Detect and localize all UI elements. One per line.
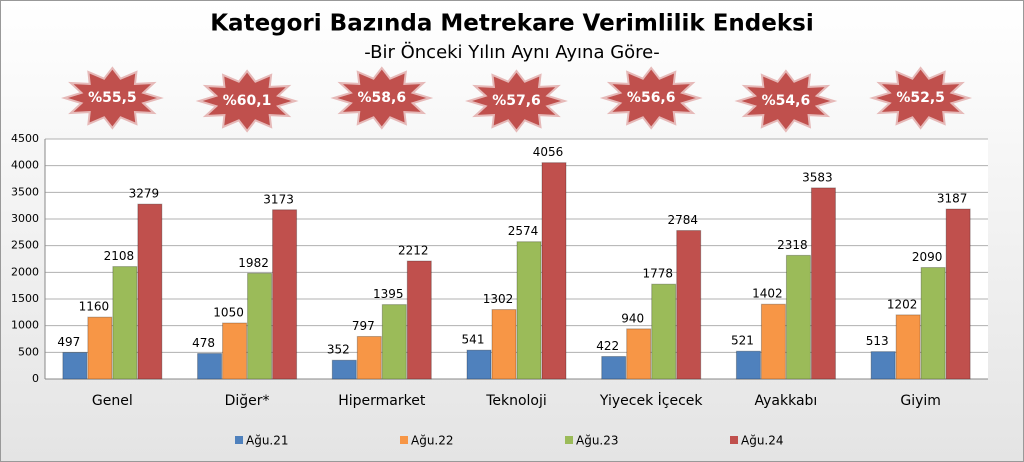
value-label: 2574 (508, 224, 539, 238)
value-label: 2212 (398, 244, 429, 258)
x-tick-label: Hipermarket (338, 393, 426, 409)
bar (810, 187, 836, 380)
x-tick-label: Yiyecek İçecek (599, 391, 703, 409)
bar (895, 314, 921, 380)
legend-swatch (235, 436, 243, 444)
value-label: 521 (731, 334, 754, 348)
bar (920, 267, 946, 380)
bar (406, 260, 432, 380)
bar (541, 162, 567, 380)
bar (381, 304, 407, 380)
annotation-star (465, 69, 568, 133)
legend-label: Ağu.24 (741, 434, 784, 448)
bar (735, 350, 761, 380)
value-label: 352 (327, 343, 350, 357)
annotation: %57,6 (492, 93, 541, 109)
x-tick-label: Giyim (900, 393, 941, 409)
y-tick-label: 2000 (11, 265, 39, 278)
value-label: 3279 (129, 187, 160, 201)
value-label: 497 (57, 335, 80, 349)
bar (516, 241, 542, 380)
y-tick-label: 3000 (11, 212, 39, 225)
x-tick-label: Diğer* (225, 393, 270, 409)
value-label: 940 (621, 311, 644, 325)
bar (356, 335, 382, 380)
bar (62, 351, 88, 380)
value-label: 1778 (642, 267, 673, 281)
bar (197, 353, 223, 380)
value-label: 422 (596, 339, 619, 353)
bar (137, 203, 163, 380)
value-label: 1402 (752, 287, 783, 301)
bar (601, 355, 627, 380)
legend-swatch (565, 436, 573, 444)
value-label: 2318 (777, 238, 808, 252)
value-label: 3187 (937, 192, 968, 206)
y-tick-label: 2500 (11, 239, 39, 252)
annotation: %52,5 (896, 90, 945, 106)
value-label: 2784 (667, 213, 698, 227)
bar (331, 359, 357, 380)
bar (87, 316, 113, 380)
x-tick-label: Teknoloji (485, 393, 547, 409)
bar (870, 351, 896, 380)
y-tick-label: 1000 (11, 319, 39, 332)
annotation: %54,6 (762, 93, 811, 109)
legend-swatch (730, 436, 738, 444)
legend-label: Ağu.23 (576, 434, 619, 448)
bar (247, 272, 273, 380)
x-tick-label: Ayakkabı (755, 393, 818, 409)
value-label: 1160 (79, 300, 110, 314)
value-label: 1395 (373, 287, 404, 301)
bar (466, 349, 492, 380)
bar (785, 254, 811, 380)
annotation-star (734, 69, 838, 133)
value-label: 513 (866, 334, 889, 348)
value-label: 2090 (912, 250, 943, 264)
annotation-star (195, 69, 299, 133)
value-label: 478 (192, 336, 215, 350)
bar (112, 266, 138, 380)
chart-title: Kategori Bazında Metrekare Verimlilik En… (210, 11, 814, 37)
annotation: %55,5 (88, 90, 137, 106)
value-label: 1982 (238, 256, 269, 270)
bar (945, 208, 971, 380)
annotation-star (60, 66, 164, 130)
annotation-star (869, 66, 973, 130)
legend-label: Ağu.21 (246, 434, 289, 448)
value-label: 4056 (533, 145, 564, 159)
legend-label: Ağu.22 (411, 434, 454, 448)
bar (222, 322, 248, 380)
annotation: %58,6 (357, 90, 406, 106)
y-tick-label: 0 (32, 372, 39, 385)
x-tick-label: Genel (92, 393, 133, 409)
annotation: %60,1 (223, 93, 272, 109)
value-label: 2108 (104, 249, 135, 263)
value-label: 797 (352, 319, 375, 333)
y-tick-label: 3500 (11, 185, 39, 198)
bar (760, 303, 786, 380)
chart-subtitle: -Bir Önceki Yılın Aynı Ayına Göre- (364, 41, 659, 63)
y-tick-label: 4000 (11, 159, 39, 172)
bar (491, 309, 517, 380)
bar (626, 328, 652, 380)
y-tick-label: 1500 (11, 292, 39, 305)
bar (651, 283, 677, 380)
value-label: 541 (462, 333, 485, 347)
value-label: 3173 (263, 192, 294, 206)
bar (272, 209, 298, 380)
value-label: 3583 (802, 170, 833, 184)
y-tick-label: 500 (18, 345, 39, 358)
annotation-star (330, 66, 434, 130)
bar (676, 230, 702, 380)
annotation: %56,6 (627, 90, 676, 106)
legend-swatch (400, 436, 408, 444)
value-label: 1202 (887, 297, 918, 311)
annotation-star (599, 66, 703, 130)
value-label: 1302 (483, 292, 514, 306)
value-label: 1050 (213, 306, 244, 320)
y-tick-label: 4500 (11, 132, 39, 145)
